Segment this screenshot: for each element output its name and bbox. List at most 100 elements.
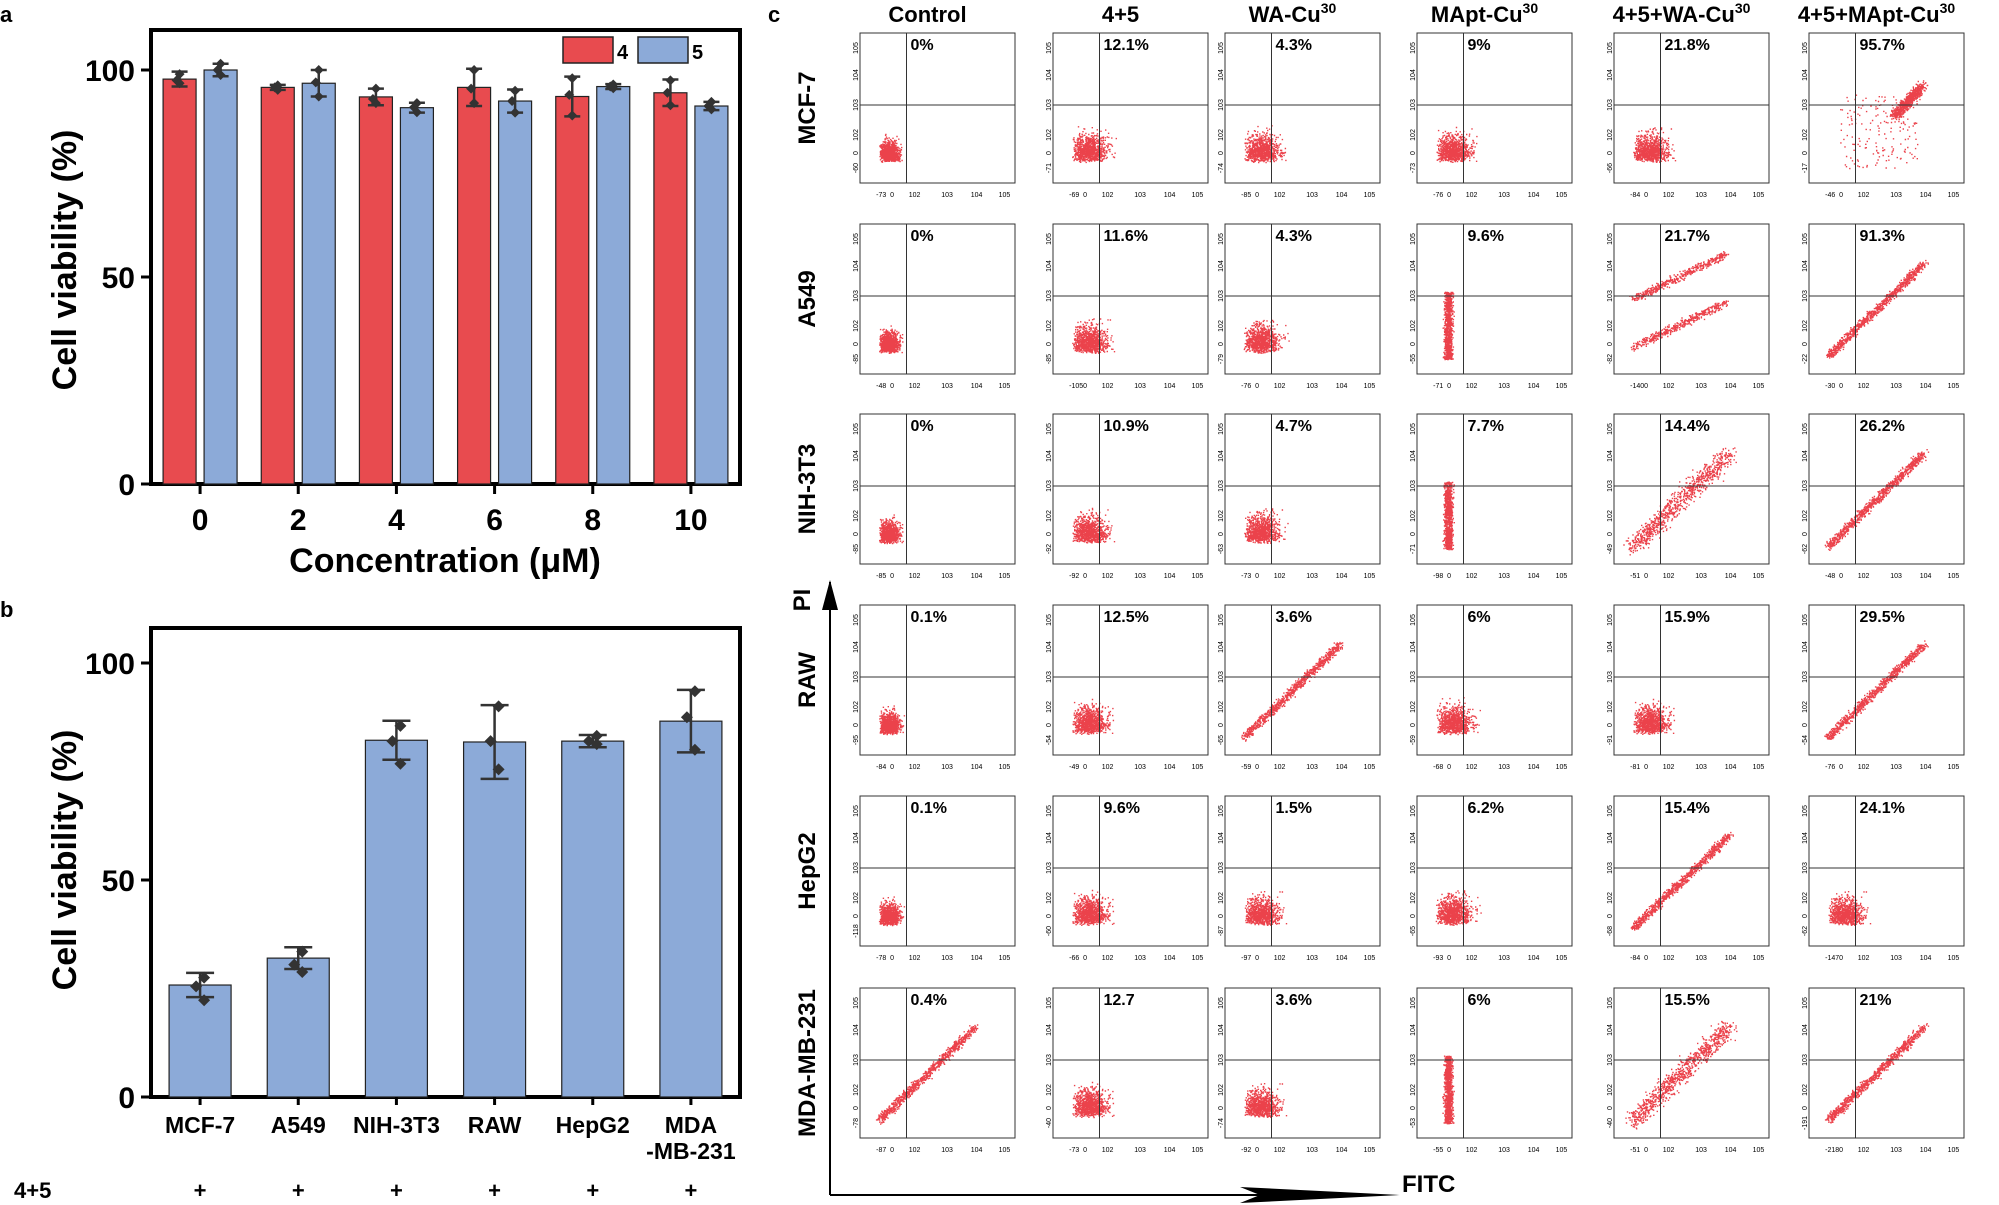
x-tick-label: 104 — [1725, 383, 1737, 390]
x-tick-label: 103 — [1306, 192, 1318, 199]
x-tick-label: -71 — [1433, 383, 1443, 390]
y-tick-label: 104 — [1607, 641, 1614, 653]
bar-4-2 — [260, 86, 295, 485]
column-title-superscript: 30 — [1735, 0, 1751, 16]
panel-label-c: c — [768, 2, 780, 27]
y-tick-label: 102 — [853, 320, 860, 332]
y-tick-label: 105 — [1046, 423, 1053, 435]
flow-events — [1824, 1023, 1930, 1124]
y-tick-label: -49 — [1607, 544, 1614, 554]
x-tick-label: RAW — [468, 1112, 522, 1138]
row-label-NIH-3T3: NIH-3T3 — [794, 444, 821, 535]
x-tick-label: 104 — [1164, 573, 1176, 580]
flow-plot-frame — [1808, 32, 1965, 184]
y-tick-label: -17 — [1802, 163, 1809, 173]
x-tick-label: 102 — [909, 573, 921, 580]
x-tick-label: -51 — [1630, 1147, 1640, 1154]
x-tick-label: 105 — [1556, 764, 1568, 771]
x-tick-label: 104 — [1164, 192, 1176, 199]
y-tick-label: 0 — [1218, 532, 1225, 536]
quadrant-percentage: 4.7% — [1276, 418, 1312, 435]
x-tick-label: 0 — [1255, 573, 1259, 580]
y-tick-label: 105 — [1802, 614, 1809, 626]
y-tick-label: 103 — [1218, 480, 1225, 492]
x-tick-label: -69 — [1069, 192, 1079, 199]
x-tick-label: -84 — [1630, 192, 1640, 199]
flow-events — [1633, 698, 1676, 735]
data-point-5-6 — [507, 96, 518, 107]
y-tick-label: 104 — [1410, 69, 1417, 81]
x-tick-label: 0 — [1644, 573, 1648, 580]
data-point-4-6 — [469, 65, 480, 75]
x-tick-label: 102 — [1858, 192, 1870, 199]
y-tick-label: 103 — [1802, 862, 1809, 874]
y-tick-label: 103 — [1607, 671, 1614, 683]
x-tick-label: 102 — [1102, 1147, 1114, 1154]
bar-4-6 — [456, 86, 492, 485]
y-tick-label: 105 — [1046, 42, 1053, 54]
x-tick-label: 102 — [1858, 764, 1870, 771]
x-tick-label: 102 — [1858, 955, 1870, 962]
bar-4-10 — [653, 92, 688, 485]
y-tick-label: 50 — [102, 262, 135, 295]
data-point-5-0 — [215, 69, 226, 80]
y-tick-label: 103 — [853, 290, 860, 302]
y-tick-label: 102 — [853, 129, 860, 141]
x-tick-label: 0 — [1083, 573, 1087, 580]
y-tick-label: 104 — [1607, 1024, 1614, 1036]
data-point-5-10 — [706, 104, 717, 115]
data-point-MCF-7 — [198, 971, 211, 984]
data-point-4-8 — [567, 110, 578, 121]
data-point-HepG2 — [590, 738, 603, 751]
quadrant-percentage: 91.3% — [1860, 228, 1905, 245]
x-tick-label: 104 — [1336, 573, 1348, 580]
x-tick-label: -84 — [1630, 955, 1640, 962]
x-tick-label: 105 — [1948, 1147, 1960, 1154]
x-tick-label: -78 — [876, 955, 886, 962]
y-tick-label: -40 — [1607, 1118, 1614, 1128]
y-tick-label: 103 — [1218, 862, 1225, 874]
x-tick-label: 105 — [1753, 383, 1765, 390]
x-tick-label: 103 — [1890, 192, 1902, 199]
treatment-plus: + — [586, 1178, 599, 1203]
quadrant-percentage: 15.5% — [1665, 992, 1710, 1009]
flow-plot-1-0: 0% -48 0 102 103 104 105 -85 0 102 103 104 105 — [853, 223, 1016, 390]
x-tick-label: 103 — [1306, 573, 1318, 580]
y-tick-label: 0 — [1046, 723, 1053, 727]
column-title-0: Control — [888, 2, 966, 27]
y-tick-label: 103 — [1410, 671, 1417, 683]
bar-MDA-MB-231 — [659, 720, 723, 1098]
x-tick-label: 104 — [971, 764, 983, 771]
flow-events — [1623, 447, 1737, 556]
data-point-MDA-MB-231 — [688, 685, 701, 698]
y-tick-label: 102 — [1802, 892, 1809, 904]
x-tick-label: 105 — [1948, 955, 1960, 962]
y-tick-label: -74 — [1218, 163, 1225, 173]
y-tick-label: 103 — [1218, 671, 1225, 683]
bar-NIH-3T3 — [364, 739, 429, 1098]
x-tick-label: 104 — [1336, 764, 1348, 771]
x-tick-label: 0 — [1447, 1147, 1451, 1154]
y-tick-label: 104 — [1802, 1024, 1809, 1036]
x-tick-label: 0 — [1839, 192, 1843, 199]
treatment-plus: + — [292, 1178, 305, 1203]
quadrant-percentage: 9.6% — [1468, 228, 1504, 245]
chart-c: Control 4+5 WA-Cu30 MApt-Cu30 4+5+WA-Cu30 4+5… — [789, 0, 1965, 1203]
data-point-NIH-3T3 — [394, 757, 407, 770]
flow-events — [1442, 1055, 1455, 1125]
y-tick-label: 102 — [1410, 892, 1417, 904]
data-point-5-6 — [510, 85, 521, 96]
flow-plot-3-1: 12.5% -49 0 102 103 104 105 -54 0 102 103 104 105 — [1046, 604, 1209, 771]
y-tick-label: -59 — [1410, 735, 1417, 745]
y-tick-label: 0 — [1046, 532, 1053, 536]
column-title-superscript: 30 — [1523, 0, 1539, 16]
x-tick-label: 6 — [486, 504, 503, 537]
flow-plot-4-4: 15.4% -84 0 102 103 104 105 -68 0 102 103 104 105 — [1607, 795, 1770, 962]
x-tick-label: -85 — [1241, 192, 1251, 199]
y-tick-label: 102 — [1410, 701, 1417, 713]
y-tick-label: 102 — [1607, 320, 1614, 332]
y-tick-label: 104 — [853, 69, 860, 81]
x-tick-label: 103 — [1134, 573, 1146, 580]
y-tick-label: 105 — [853, 233, 860, 245]
flow-plot-frame — [1052, 413, 1209, 565]
